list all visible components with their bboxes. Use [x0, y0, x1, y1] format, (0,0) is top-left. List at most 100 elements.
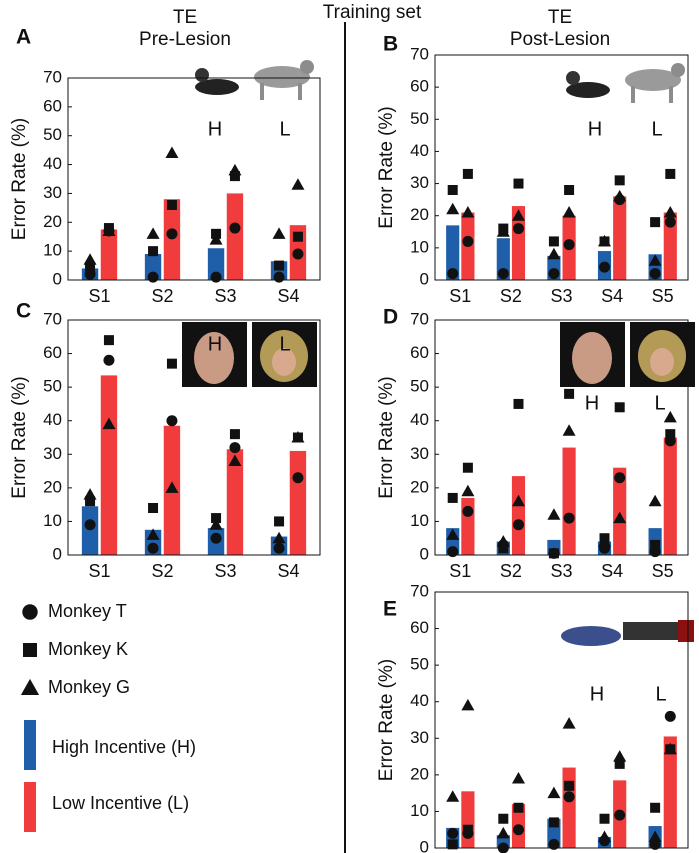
plot-frame [67, 77, 321, 281]
marker-circle [447, 268, 459, 280]
x-tick-label: S3 [550, 286, 572, 306]
marker-circle [210, 271, 222, 283]
car [561, 626, 621, 646]
x-tick-label: S3 [550, 561, 572, 581]
y-tick-label: 30 [410, 728, 429, 747]
dog [566, 82, 610, 98]
marker-square [148, 503, 159, 513]
marker-triangle [663, 410, 677, 423]
y-tick-label: 60 [410, 343, 429, 362]
truck [623, 622, 681, 640]
marker-triangle [165, 481, 179, 493]
marker-square [229, 429, 240, 440]
figure-title: Training set [323, 2, 422, 23]
bar [207, 248, 225, 280]
marker-triangle [461, 698, 475, 711]
y-tick-label: 50 [410, 655, 429, 674]
plot-frame [434, 591, 689, 849]
y-tick-label: 40 [43, 154, 62, 173]
bar [663, 437, 677, 555]
y-tick-label: 30 [410, 444, 429, 463]
marker-triangle [20, 678, 40, 695]
legend-swatch [24, 782, 36, 832]
y-tick-label: 70 [410, 44, 429, 63]
marker-circle [292, 472, 304, 484]
y-tick-label: 70 [43, 67, 62, 86]
y-tick-label: 60 [410, 77, 429, 96]
y-tick-label: 40 [43, 410, 62, 429]
marker-circle [166, 228, 178, 240]
marker-square [447, 185, 458, 195]
dog [566, 71, 580, 85]
y-axis-label: Error Rate (%) [9, 376, 30, 498]
marker-square [650, 217, 661, 228]
marker-triangle [461, 206, 475, 218]
plot-frame [434, 319, 689, 556]
bar [163, 199, 181, 280]
marker-triangle [562, 424, 576, 436]
marker-square [650, 802, 661, 813]
y-tick-label: 70 [43, 309, 62, 328]
y-tick-label: 60 [43, 96, 62, 115]
marker-triangle [598, 830, 612, 843]
y-tick-label: 40 [410, 410, 429, 429]
marker-circle [649, 268, 661, 280]
marker-triangle [496, 826, 510, 839]
marker-circle [563, 512, 575, 524]
y-tick-label: 50 [410, 377, 429, 396]
legend-swatch [24, 720, 36, 770]
marker-triangle [648, 494, 662, 507]
y-tick-label: 0 [53, 544, 62, 563]
annotation: L [655, 683, 666, 705]
bar [226, 449, 244, 555]
marker-triangle [663, 742, 677, 755]
truck [678, 620, 694, 642]
x-tick-label: S2 [151, 561, 173, 581]
marker-circle [229, 442, 241, 454]
marker-circle [462, 505, 474, 517]
marker-square [564, 388, 575, 399]
marker-circle [614, 472, 626, 484]
y-tick-label: 10 [43, 511, 62, 530]
marker-square [23, 643, 37, 657]
marker-triangle [102, 224, 116, 236]
marker-triangle [511, 209, 525, 221]
x-tick-label: S2 [151, 286, 173, 306]
x-tick-label: S2 [500, 286, 522, 306]
marker-square [166, 358, 177, 369]
bar [100, 375, 118, 555]
y-tick-label: 20 [43, 212, 62, 231]
x-tick-label: S1 [449, 286, 471, 306]
marker-square [599, 813, 610, 824]
marker-triangle [613, 189, 627, 202]
y-tick-label: 50 [43, 377, 62, 396]
bar [663, 212, 677, 280]
y-tick-label: 0 [420, 269, 429, 288]
marker-triangle [146, 227, 160, 239]
marker-triangle [446, 790, 460, 802]
marker-circle [103, 354, 115, 366]
y-tick-label: 30 [410, 173, 429, 192]
x-tick-label: S3 [214, 561, 236, 581]
marker-triangle [209, 518, 223, 530]
marker-circle [84, 519, 96, 531]
marker-triangle [209, 233, 223, 245]
y-tick-label: 10 [410, 237, 429, 256]
y-tick-label: 20 [410, 477, 429, 496]
marker-triangle [547, 508, 561, 520]
marker-square [665, 168, 676, 179]
x-tick-label: S1 [88, 286, 110, 306]
y-tick-label: 20 [43, 477, 62, 496]
plot-frame [434, 54, 689, 281]
legend-label: Low Incentive (L) [52, 793, 189, 813]
y-tick-label: 0 [420, 837, 429, 853]
face [650, 348, 674, 376]
marker-square [462, 824, 473, 835]
marker-square [513, 802, 524, 813]
annotation: H [585, 392, 599, 414]
marker-square [564, 185, 575, 195]
bar [461, 791, 475, 848]
marker-triangle [83, 253, 97, 265]
marker-square [103, 335, 114, 346]
